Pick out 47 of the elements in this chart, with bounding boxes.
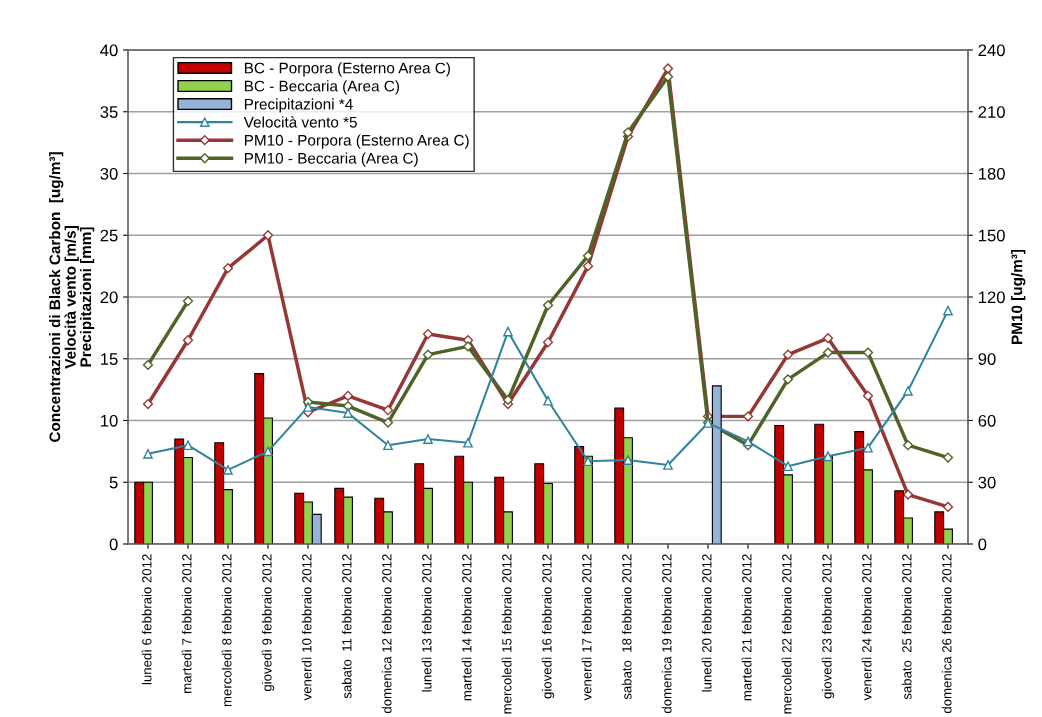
- legend-label: Velocità vento *5: [243, 116, 357, 128]
- x-tick-label: giovedì 23 febbraio 2012: [821, 554, 835, 699]
- y2-tick-label: 120: [978, 291, 1005, 304]
- y2-axis-title: PM10 [ug/m³]: [1011, 249, 1026, 344]
- legend-label: BC - Porpora (Esterno Area C): [244, 62, 450, 77]
- x-tick-label: domenica 26 febbraio 2012: [941, 554, 952, 714]
- legend-label: Precipitazioni *4: [244, 98, 353, 113]
- y2-tick-label: 30: [978, 476, 996, 489]
- legend-label: PM10 - Beccaria (Area C): [244, 152, 418, 167]
- x-tick-label: sabato 25 febbraio 2012: [901, 554, 912, 700]
- x-tick-label: sabato 11 febbraio 2012: [341, 554, 352, 699]
- x-tick-label: venerdì 17 febbraio 2012: [581, 554, 592, 701]
- y2-tick-label: 150: [978, 229, 1005, 242]
- y-tick-label: 15: [101, 353, 118, 365]
- legend-label: BC - Beccaria (Area C): [244, 80, 399, 95]
- y-tick-label: 5: [109, 476, 118, 489]
- x-tick-label: giovedì 9 febbraio 2012: [261, 554, 275, 692]
- y-axis-title: Concentrazioni di Black Carbon [ug/m³] Velocità vento [m/s] Precipitazioni [mm]: [49, 152, 95, 442]
- x-tick-label: lunedì 6 febbraio 2012: [141, 554, 152, 685]
- y-tick-label: 0: [109, 538, 118, 551]
- x-tick-label: domenica 19 febbraio 2012: [661, 554, 672, 714]
- x-tick-label: giovedì 16 febbraio 2012: [541, 554, 555, 699]
- x-tick-label: martedì 7 febbraio 2012: [181, 554, 192, 693]
- y2-tick-label: 90: [978, 353, 996, 365]
- x-tick-label: mercoledì 22 febbraio 2012: [781, 554, 792, 714]
- x-tick-label: venerdì 24 febbraio 2012: [861, 554, 872, 701]
- y-tick-label: 30: [100, 167, 118, 180]
- x-tick-label: martedì 21 febbraio 2012: [741, 554, 752, 701]
- y2-tick-label: 210: [978, 106, 1005, 118]
- x-tick-label: domenica 12 febbraio 2012: [381, 554, 392, 714]
- y-tick-label: 20: [100, 291, 118, 304]
- y2-tick-label: 180: [978, 167, 1005, 180]
- x-tick-label: lunedì 13 febbraio 2012: [421, 554, 432, 692]
- y-tick-label: 35: [100, 106, 118, 118]
- y-tick-label: 25: [100, 229, 118, 242]
- x-tick-label: mercoledì 15 febbraio 2012: [501, 554, 512, 714]
- y-tick-label: 40: [100, 44, 118, 57]
- x-tick-label: martedì 14 febbraio 2012: [461, 554, 472, 701]
- legend-label: PM10 - Porpora (Esterno Area C): [244, 134, 469, 149]
- y-tick-label: 10: [101, 414, 118, 427]
- x-tick-label: sabato 18 febbraio 2012: [621, 554, 632, 700]
- x-tick-label: mercoledì 8 febbraio 2012: [221, 554, 232, 707]
- y2-tick-label: 240: [978, 44, 1005, 57]
- x-tick-label: lunedì 20 febbraio 2012: [701, 554, 712, 692]
- y2-tick-label: 0: [978, 538, 987, 551]
- y2-tick-label: 60: [978, 414, 996, 427]
- x-tick-label: venerdì 10 febbraio 2012: [301, 554, 312, 701]
